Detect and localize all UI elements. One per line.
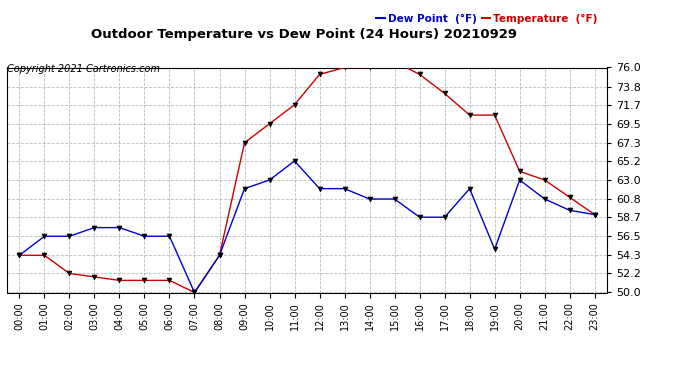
Text: Copyright 2021 Cartronics.com: Copyright 2021 Cartronics.com: [7, 64, 160, 74]
Text: Outdoor Temperature vs Dew Point (24 Hours) 20210929: Outdoor Temperature vs Dew Point (24 Hou…: [90, 28, 517, 41]
Legend: Dew Point  (°F), Temperature  (°F): Dew Point (°F), Temperature (°F): [373, 10, 602, 28]
